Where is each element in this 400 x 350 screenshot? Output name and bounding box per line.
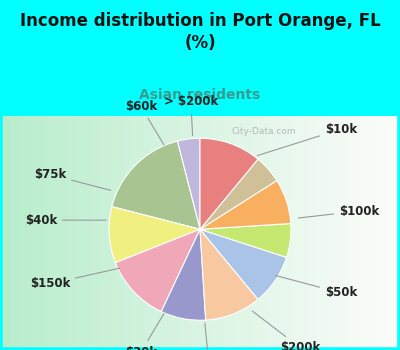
Wedge shape [115,229,200,312]
Text: City-Data.com: City-Data.com [231,127,296,136]
Text: $50k: $50k [276,275,357,300]
Wedge shape [200,224,291,257]
Wedge shape [200,159,277,229]
Text: $150k: $150k [30,268,120,290]
Wedge shape [109,206,200,263]
Wedge shape [177,138,200,229]
Text: $30k: $30k [125,314,164,350]
Text: Asian residents: Asian residents [139,88,261,102]
Wedge shape [200,138,258,229]
Text: $10k: $10k [257,122,357,156]
Wedge shape [200,229,286,299]
Text: $200k: $200k [252,311,320,350]
Text: $75k: $75k [34,168,111,190]
Text: $60k: $60k [125,100,164,145]
Wedge shape [112,141,200,229]
Text: Income distribution in Port Orange, FL
(%): Income distribution in Port Orange, FL (… [20,12,380,52]
Wedge shape [200,229,258,320]
Wedge shape [161,229,206,320]
Text: $40k: $40k [25,214,106,227]
Text: > $200k: > $200k [164,95,218,135]
Wedge shape [200,181,291,229]
Text: $20k: $20k [193,323,225,350]
Text: $100k: $100k [298,204,379,218]
